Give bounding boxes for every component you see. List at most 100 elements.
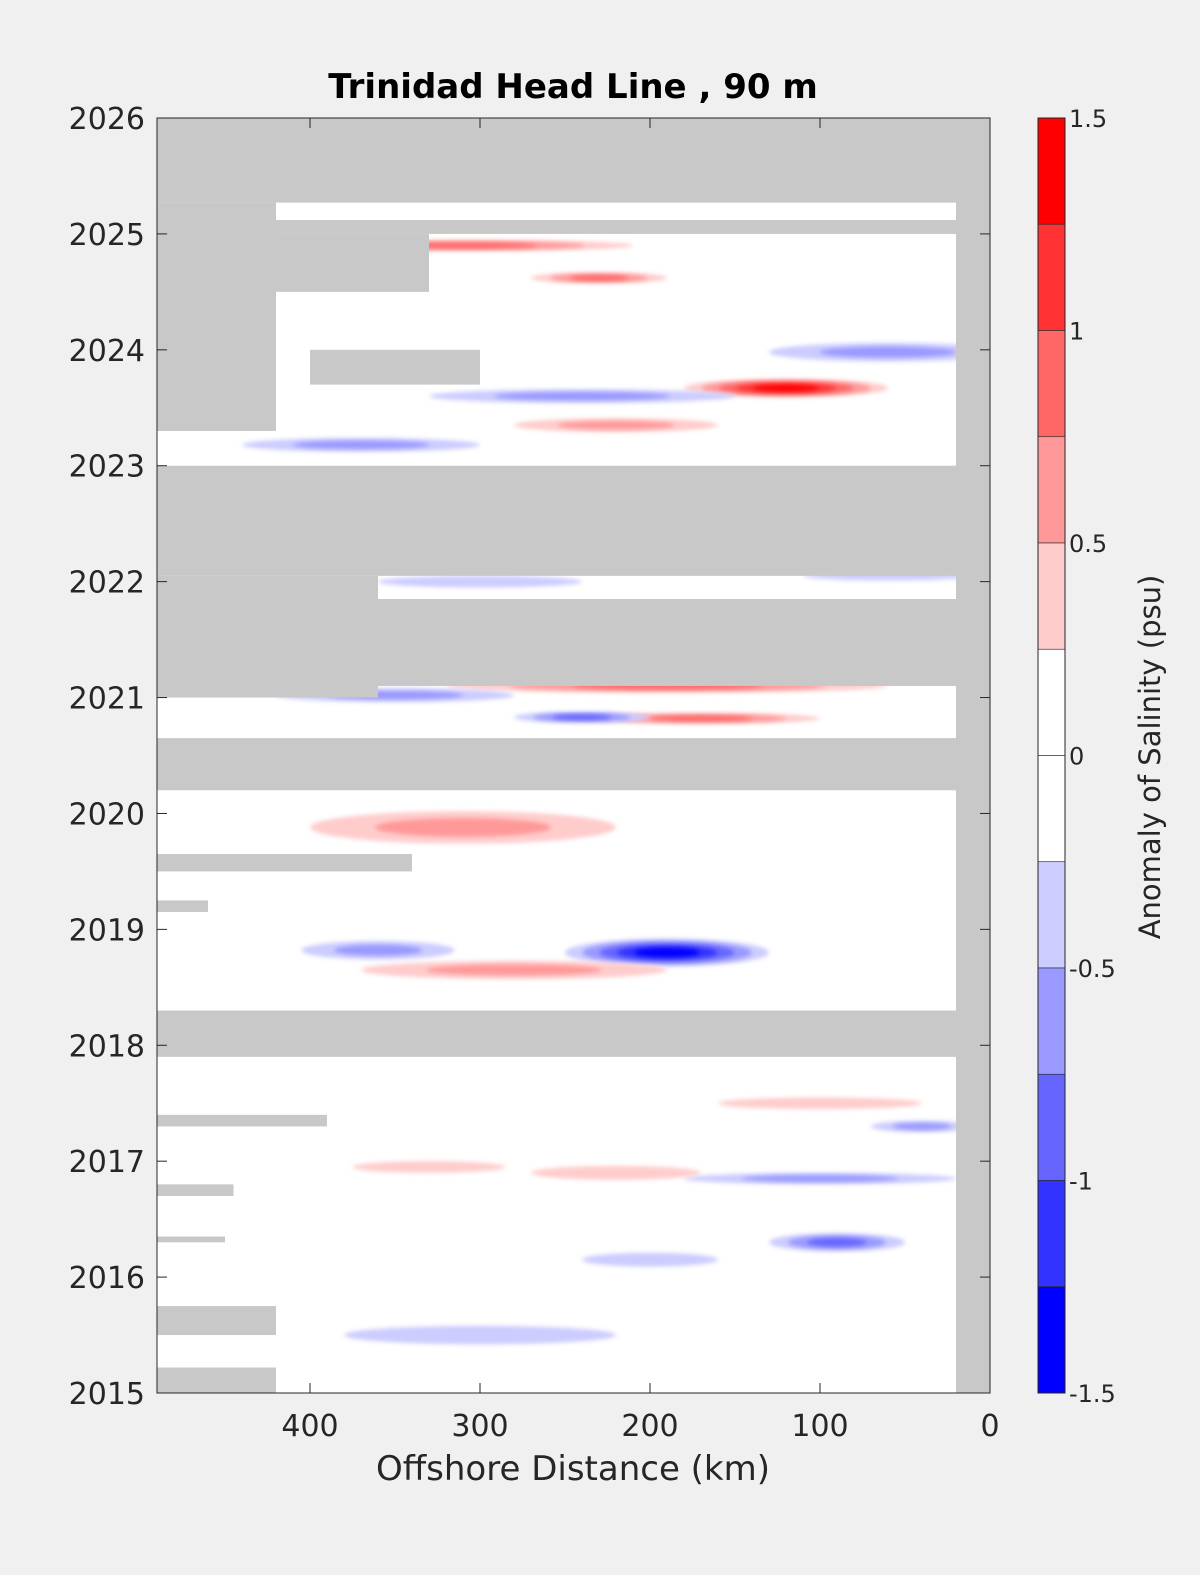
anomaly-features [242, 239, 990, 1345]
missing-data-region [157, 854, 412, 872]
contour-level [334, 944, 422, 956]
y-tick-label: 2021 [69, 682, 145, 717]
anomaly-feature [310, 811, 616, 844]
x-tick-label: 200 [621, 1409, 678, 1444]
anomaly-feature [565, 938, 769, 967]
colorbar-band [1037, 755, 1066, 863]
colorbar-label: Anomaly of Salinity (psu) [1133, 575, 1167, 940]
colorbar-band [1037, 1286, 1066, 1394]
missing-data-region [956, 118, 990, 1393]
contour-level [352, 1161, 506, 1173]
missing-data-region [276, 233, 429, 292]
colorbar-ticks: 1.5 1 0.5 0 -0.5 -1 -1.5 [1069, 105, 1116, 1408]
y-tick-label: 2026 [69, 102, 145, 137]
contour-level [375, 818, 551, 837]
contour-level [378, 575, 582, 588]
colorbar-band [1037, 436, 1066, 544]
contour-level [557, 421, 675, 430]
x-tick-label: 0 [980, 1409, 999, 1444]
missing-data-region [378, 599, 956, 686]
missing-data-region [157, 1367, 276, 1393]
y-tick-label: 2023 [69, 450, 145, 485]
anomaly-feature [718, 1097, 922, 1110]
y-tick-label: 2016 [69, 1261, 145, 1296]
anomaly-feature [514, 711, 650, 724]
missing-data-region [157, 220, 990, 234]
missing-data-regions [157, 118, 990, 1393]
colorbar-tick-label: 0.5 [1069, 530, 1107, 558]
missing-data-region [157, 202, 276, 431]
y-axis: 2015 2016 2017 2018 2019 2020 2021 2022 2023 2024… [69, 102, 990, 1412]
contour-level [741, 1175, 899, 1182]
contour-level [552, 714, 612, 720]
y-tick-label: 2022 [69, 566, 145, 601]
missing-data-region [157, 900, 208, 912]
anomaly-feature [531, 272, 667, 284]
anomaly-feature [684, 1172, 956, 1185]
contour-level [344, 1325, 616, 1345]
missing-data-region [310, 349, 480, 385]
anomaly-feature [361, 960, 667, 980]
anomaly-feature [344, 1325, 616, 1345]
colorbar-bands [1037, 117, 1066, 1394]
contour-level [531, 1165, 701, 1180]
missing-data-region [157, 465, 990, 576]
colorbar-band [1037, 1180, 1066, 1288]
contour-level [634, 948, 700, 957]
colorbar-tick-label: 1 [1069, 318, 1084, 346]
anomaly-feature [242, 437, 480, 452]
x-tick-label: 100 [791, 1409, 848, 1444]
anomaly-feature [514, 418, 718, 433]
colorbar-band [1037, 542, 1066, 650]
anomaly-feature [684, 378, 888, 398]
contour-level [426, 964, 602, 976]
contour-level [292, 440, 430, 449]
contour-level [819, 346, 957, 358]
y-tick-label: 2025 [69, 218, 145, 253]
missing-data-region [157, 1114, 327, 1127]
colorbar: 1.5 1 0.5 0 -0.5 -1 -1.5 Anomaly of Salinity (… [1037, 105, 1167, 1408]
anomaly-feature [378, 575, 582, 588]
anomaly-feature [531, 1165, 701, 1180]
colorbar-band [1037, 861, 1066, 969]
x-tick-label: 400 [281, 1409, 338, 1444]
missing-data-region [157, 1010, 990, 1057]
colorbar-band [1037, 648, 1066, 756]
colorbar-band [1037, 330, 1066, 438]
anomaly-feature [301, 940, 455, 960]
missing-data-region [157, 1236, 225, 1243]
missing-data-region [157, 575, 378, 698]
chart-title: Trinidad Head Line , 90 m [328, 67, 818, 107]
x-tick-label: 300 [451, 1409, 508, 1444]
colorbar-tick-label: 0 [1069, 743, 1084, 771]
contour-level [753, 385, 819, 392]
contour-level [807, 1238, 867, 1247]
colorbar-tick-label: -1 [1069, 1168, 1093, 1196]
missing-data-region [157, 738, 990, 791]
contour-level [582, 1252, 718, 1267]
contour-level [892, 1123, 952, 1130]
colorbar-frame [1037, 117, 1066, 1394]
anomaly-feature [769, 342, 990, 362]
plot-frame [156, 117, 991, 1394]
colorbar-band [1037, 223, 1066, 331]
colorbar-tick-label: -0.5 [1069, 955, 1116, 983]
colorbar-band [1037, 117, 1066, 225]
x-axis: 400 300 200 100 0 [281, 118, 1000, 1444]
missing-data-region [157, 1306, 276, 1336]
plot-area [156, 117, 991, 1394]
y-tick-label: 2024 [69, 334, 145, 369]
contour-level [569, 275, 629, 281]
y-tick-label: 2017 [69, 1145, 145, 1180]
anomaly-feature [871, 1120, 973, 1133]
colorbar-tick-label: 1.5 [1069, 105, 1107, 133]
x-axis-label: Offshore Distance (km) [376, 1449, 770, 1489]
y-tick-label: 2020 [69, 797, 145, 832]
anomaly-feature [352, 1161, 506, 1173]
anomaly-feature [582, 1252, 718, 1267]
missing-data-region [157, 118, 990, 203]
missing-data-region [157, 1184, 234, 1196]
contour-level [718, 1097, 922, 1110]
y-tick-label: 2019 [69, 913, 145, 948]
